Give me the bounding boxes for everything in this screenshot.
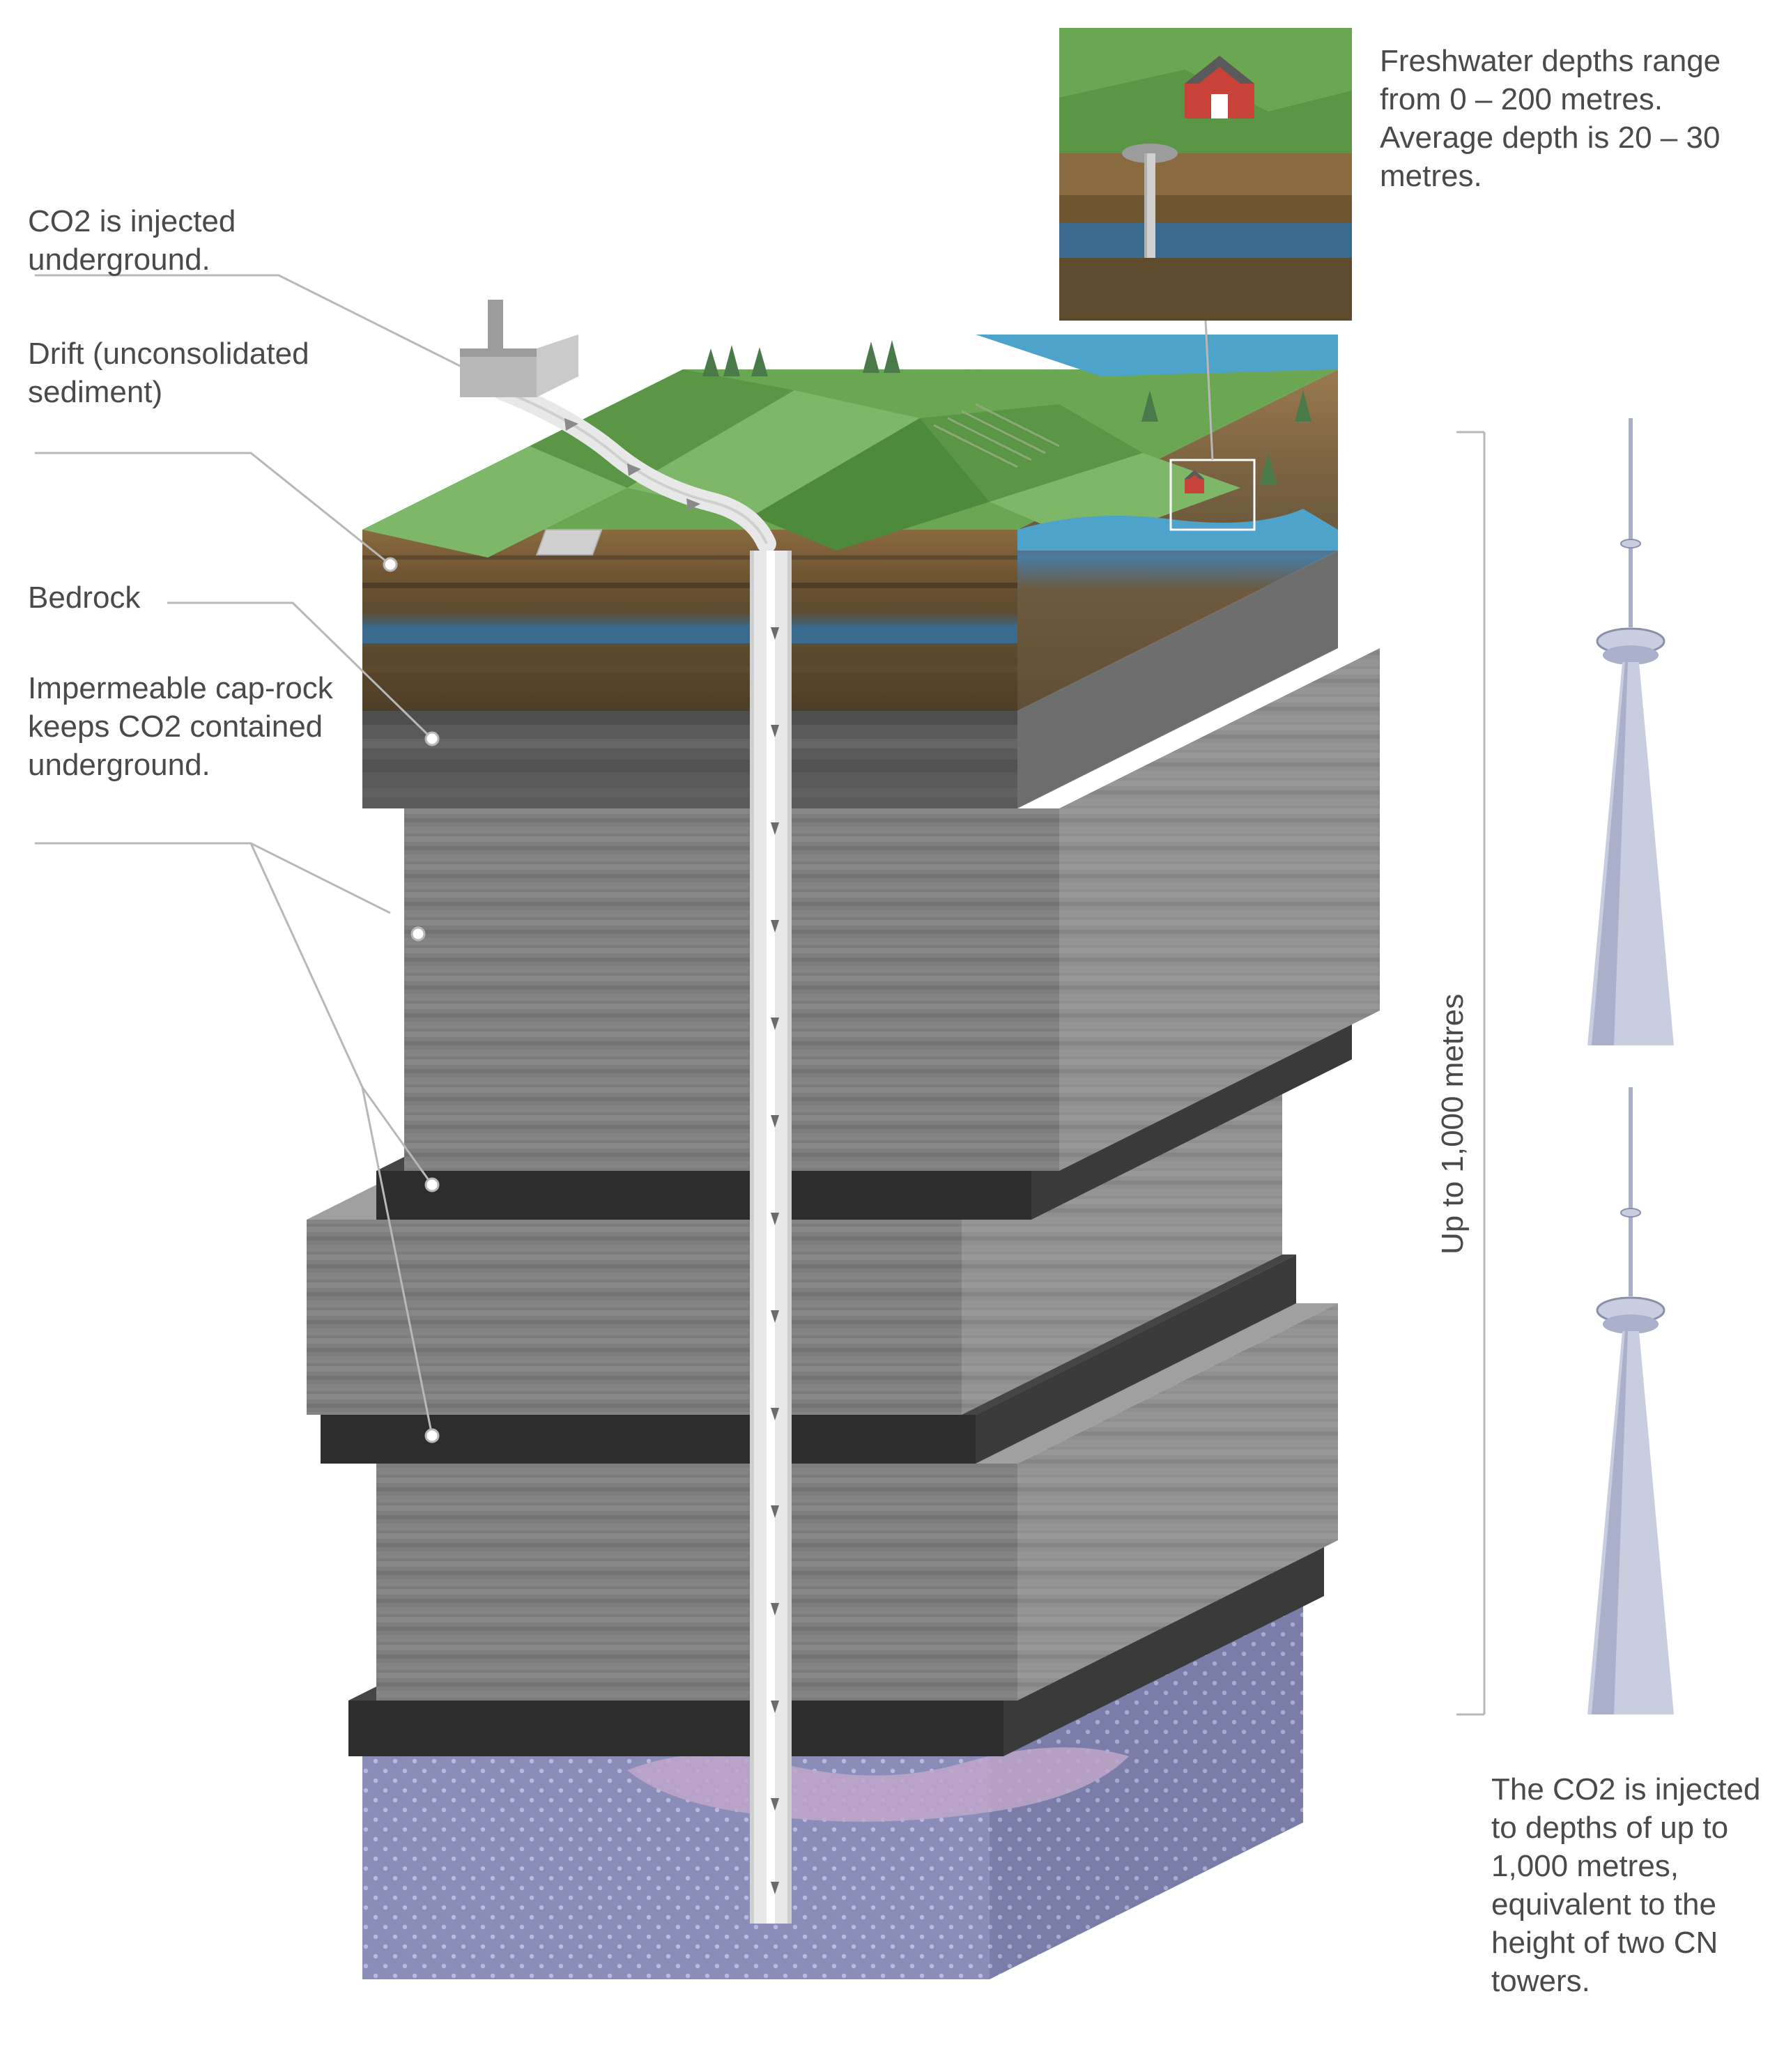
label-co2-injected: CO2 is injected underground. (28, 202, 348, 279)
label-depth-scale: Up to 1,000 metres (1436, 892, 1470, 1254)
label-cn-tower-note: The CO2 is injected to depths of up to 1… (1491, 1770, 1763, 2000)
cn-tower-icon-2 (1587, 1087, 1674, 1714)
cn-tower-icon-1 (1587, 418, 1674, 1045)
label-freshwater: Freshwater depths range from 0 – 200 met… (1380, 42, 1756, 195)
geological-cross-section-diagram (0, 0, 1777, 2072)
label-bedrock: Bedrock (28, 578, 348, 617)
label-drift: Drift (unconsolidated sediment) (28, 335, 348, 411)
injection-well-pipe (750, 551, 792, 1924)
label-caprock: Impermeable cap-rock keeps CO2 contained… (28, 669, 348, 784)
freshwater-inset (1059, 28, 1352, 321)
factory-icon (460, 300, 578, 397)
